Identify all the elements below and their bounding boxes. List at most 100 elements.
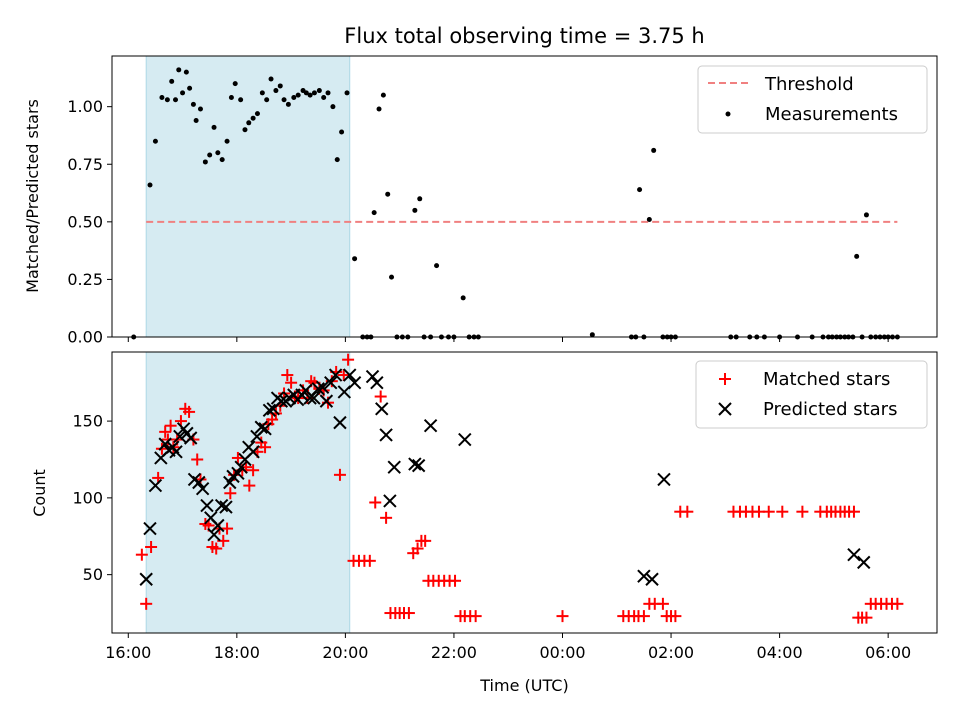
predicted-star-point bbox=[169, 445, 183, 459]
matched-star-point bbox=[402, 607, 415, 620]
matched-star-point bbox=[342, 353, 355, 366]
matched-star-point bbox=[224, 487, 237, 500]
measurement-point bbox=[190, 101, 196, 107]
legend-matched-swatch bbox=[719, 373, 731, 385]
measurement-point bbox=[173, 97, 179, 103]
predicted-star-point bbox=[192, 475, 206, 490]
measurement-point bbox=[291, 94, 297, 100]
predicted-star-point bbox=[423, 418, 438, 433]
predicted-star-point bbox=[200, 498, 214, 513]
measurement-point bbox=[228, 94, 234, 100]
legend-measurements-swatch bbox=[725, 111, 731, 117]
measurement-point bbox=[207, 152, 213, 158]
measurement-point bbox=[316, 88, 322, 94]
bottom-xtick-label: 02:00 bbox=[648, 643, 694, 662]
predicted-star-point bbox=[254, 420, 268, 434]
top-ytick-label: 0.75 bbox=[67, 155, 103, 174]
legend-threshold-label: Threshold bbox=[764, 74, 854, 95]
measurement-point bbox=[164, 97, 170, 103]
measurement-point bbox=[417, 196, 423, 202]
bottom-xtick-label: 06:00 bbox=[865, 643, 911, 662]
measurement-point bbox=[385, 191, 391, 197]
top-ytick-label: 0.00 bbox=[67, 328, 103, 347]
predicted-star-point bbox=[411, 458, 426, 473]
measurement-point bbox=[637, 187, 643, 193]
measurement-point bbox=[224, 138, 230, 144]
matched-star-point bbox=[860, 611, 873, 624]
predicted-star-point bbox=[408, 457, 422, 471]
predicted-star-point bbox=[207, 528, 221, 542]
measurement-point bbox=[344, 90, 350, 96]
measurement-point bbox=[352, 256, 358, 262]
matched-star-point bbox=[247, 464, 260, 477]
top-legend: Threshold Measurements bbox=[697, 65, 928, 134]
matched-star-point bbox=[145, 541, 158, 554]
measurement-point bbox=[303, 90, 309, 96]
measurement-point bbox=[589, 332, 595, 338]
predicted-star-point bbox=[365, 369, 380, 384]
measurement-point bbox=[254, 111, 260, 117]
predicted-star-point bbox=[307, 391, 321, 405]
predicted-star-point bbox=[195, 481, 210, 496]
predicted-star-point bbox=[262, 403, 277, 418]
matched-star-point bbox=[221, 522, 234, 535]
measurement-point bbox=[264, 97, 270, 103]
measurement-point bbox=[339, 129, 345, 135]
measurement-point bbox=[460, 295, 466, 301]
bottom-ytick-label: 150 bbox=[72, 412, 103, 431]
matched-star-point bbox=[210, 542, 223, 555]
measurement-point bbox=[277, 83, 283, 89]
measurement-point bbox=[238, 97, 244, 103]
top-axes-frame bbox=[111, 55, 938, 338]
measurement-point bbox=[321, 94, 327, 100]
predicted-star-point bbox=[258, 422, 272, 436]
measurement-point bbox=[376, 106, 382, 112]
measurement-point bbox=[152, 138, 158, 144]
matched-star-point bbox=[266, 413, 279, 426]
bottom-legend: Matched stars Predicted stars bbox=[695, 360, 928, 429]
matched-star-point bbox=[281, 369, 294, 382]
matched-star-point bbox=[285, 376, 298, 389]
predicted-star-point bbox=[383, 494, 397, 508]
matched-star-point bbox=[363, 554, 376, 567]
predicted-star-point bbox=[315, 380, 330, 395]
predicted-star-point bbox=[274, 394, 289, 408]
measurement-point bbox=[434, 263, 440, 269]
matched-star-point bbox=[669, 610, 682, 623]
predicted-star-point bbox=[370, 376, 384, 390]
measurement-point bbox=[334, 157, 340, 163]
matched-star-point bbox=[449, 574, 462, 587]
matched-star-point bbox=[374, 390, 387, 403]
measurement-point bbox=[176, 67, 182, 73]
matched-star-point bbox=[656, 597, 669, 610]
measurement-point bbox=[412, 207, 418, 213]
top-legend-box bbox=[697, 65, 928, 134]
top-ytick-label: 1.00 bbox=[67, 97, 103, 116]
predicted-star-point bbox=[645, 572, 659, 586]
measurement-point bbox=[232, 81, 238, 87]
top-ytick-label: 0.25 bbox=[67, 270, 103, 289]
bottom-xtick-label: 00:00 bbox=[539, 643, 585, 662]
measurement-point bbox=[295, 92, 301, 98]
measurement-point bbox=[311, 90, 317, 96]
matched-star-point bbox=[333, 468, 346, 481]
predicted-star-point bbox=[148, 478, 163, 493]
predicted-star-point bbox=[158, 437, 172, 451]
measurement-point bbox=[187, 85, 193, 91]
bottom-ytick-label: 50 bbox=[83, 565, 103, 584]
measurement-point bbox=[246, 120, 252, 126]
legend-measurements-label: Measurements bbox=[765, 104, 898, 125]
measurement-point bbox=[285, 101, 291, 107]
matched-star-point bbox=[796, 505, 809, 518]
matched-star-point bbox=[847, 505, 860, 518]
predicted-star-point bbox=[847, 547, 861, 562]
measurement-point bbox=[380, 92, 386, 98]
measurement-point bbox=[197, 106, 203, 112]
bottom-legend-box bbox=[695, 360, 928, 429]
measurement-point bbox=[863, 212, 869, 218]
predicted-star-point bbox=[657, 472, 671, 487]
matched-star-point bbox=[637, 610, 650, 623]
measurement-point bbox=[202, 159, 208, 165]
matched-star-point bbox=[191, 453, 204, 466]
